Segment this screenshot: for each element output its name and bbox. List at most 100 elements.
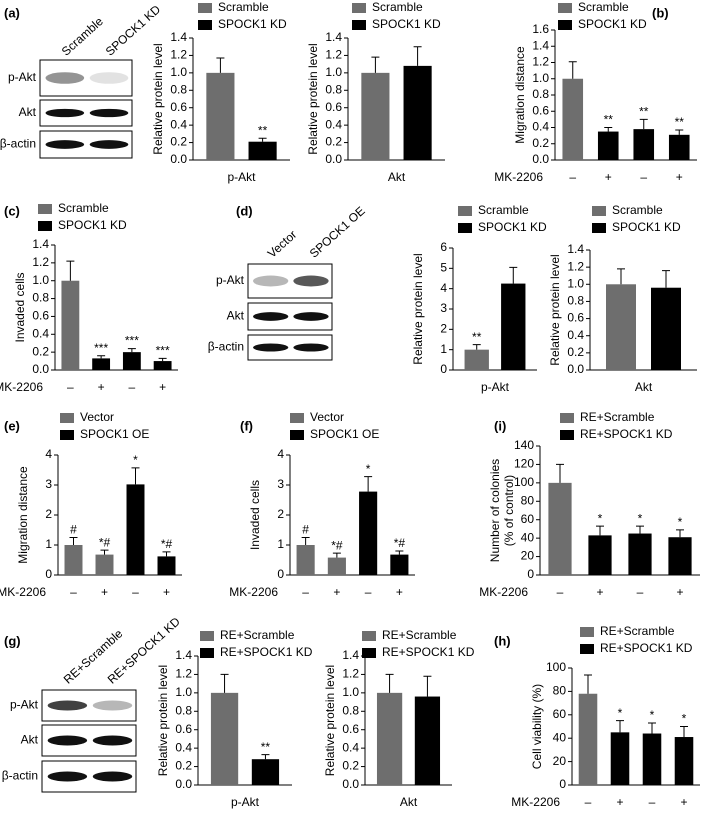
x-tick-label: Akt [400, 795, 418, 809]
y-tick-label: 3 [45, 477, 52, 491]
x-tick-label: + [605, 170, 612, 184]
bar [61, 280, 80, 370]
error-bar [509, 266, 518, 284]
band [92, 771, 133, 782]
error-bar [385, 673, 394, 693]
y-tick-label: 1 [45, 537, 52, 551]
y-tick-label: 1.0 [325, 65, 342, 79]
y-axis-label: Relative protein level [323, 665, 337, 776]
y-tick-label: 0.0 [567, 362, 584, 376]
y-tick-label: 1.2 [325, 48, 342, 62]
y-tick-label: 1.2 [532, 55, 549, 69]
y-tick-label: 0.8 [342, 703, 359, 717]
error-bar [616, 720, 624, 733]
bar [390, 554, 409, 575]
row-label: Akt [21, 733, 39, 747]
legend-label: Scramble [372, 0, 423, 14]
panel-label: (e) [4, 418, 20, 433]
row-label: β-actin [2, 769, 38, 783]
bar [64, 545, 83, 575]
lane-label: Scramble [59, 14, 106, 59]
y-tick-label: 80 [553, 684, 567, 698]
x-tick-label: p-Akt [227, 170, 256, 184]
legend-label: SPOCK1 KD [612, 220, 681, 234]
bar [157, 556, 176, 575]
bar [606, 284, 636, 370]
y-tick-label: 0 [527, 567, 534, 581]
y-tick-label: 1.0 [532, 71, 549, 85]
y-tick-label: 40 [553, 730, 567, 744]
panel-label: (c) [4, 203, 20, 218]
y-tick-label: 1.4 [567, 242, 584, 256]
y-tick-label: 1 [440, 342, 447, 356]
panel-label: (f) [240, 418, 253, 433]
y-tick-label: 1.0 [567, 276, 584, 290]
panel-label: (b) [652, 5, 669, 20]
x-tick-label: + [680, 795, 687, 809]
y-tick-label: 0 [277, 567, 284, 581]
error-bar [216, 57, 225, 73]
y-tick-label: 0.4 [32, 326, 49, 340]
y-tick-label: 6 [440, 240, 447, 254]
band [47, 771, 88, 782]
x-tick-label: – [557, 585, 564, 599]
error-bar [680, 726, 688, 738]
error-bar [662, 270, 670, 288]
band [92, 735, 133, 746]
error-bar [371, 56, 380, 73]
annotation: *** [156, 344, 170, 358]
y-tick-label: 1.0 [342, 685, 359, 699]
legend-swatch [580, 627, 594, 637]
legend-label: Vector [80, 410, 114, 424]
x-tick-label: – [132, 585, 139, 599]
annotation: *# [99, 535, 111, 549]
x-axis-label: MK-2206 [229, 585, 278, 599]
y-tick-label: 1.6 [532, 22, 549, 36]
annotation: * [678, 515, 683, 529]
y-tick-label: 1 [277, 537, 284, 551]
legend-swatch [38, 204, 52, 214]
bar [403, 65, 432, 160]
y-tick-label: 1.4 [325, 30, 342, 44]
error-bar [596, 525, 604, 536]
legend-label: RE+SPOCK1 KD [382, 645, 475, 659]
panel-label: (g) [4, 633, 21, 648]
y-tick-label: 0.8 [32, 291, 49, 305]
bar [361, 72, 390, 160]
error-bar [395, 550, 404, 555]
y-tick-label: 140 [514, 438, 534, 452]
error-bar [636, 525, 644, 534]
y-tick-label: 0.6 [325, 100, 342, 114]
bar [668, 134, 690, 160]
lane-label: SPOCK1 OE [307, 204, 368, 261]
bar [122, 352, 141, 370]
y-tick-label: 60 [553, 707, 567, 721]
legend-swatch [200, 631, 214, 641]
y-tick-label: 0.8 [567, 294, 584, 308]
legend-label: RE+Scramble [220, 628, 295, 642]
legend-swatch [560, 413, 574, 423]
bar [464, 349, 489, 370]
x-tick-label: + [596, 585, 603, 599]
band [253, 343, 289, 352]
y-tick-label: 80 [521, 493, 535, 507]
error-bar [158, 357, 167, 362]
x-tick-label: + [101, 585, 108, 599]
legend-label: Scramble [58, 201, 109, 215]
annotation: # [70, 523, 77, 537]
annotation: *# [331, 538, 343, 552]
annotation: *# [161, 537, 173, 551]
y-tick-label: 4 [277, 447, 284, 461]
y-tick-label: 0.0 [175, 777, 192, 791]
bar [376, 692, 403, 785]
x-tick-label: + [163, 585, 170, 599]
error-bar [675, 129, 684, 135]
bar [414, 696, 441, 785]
legend-swatch [38, 221, 52, 231]
row-label: p-Akt [216, 273, 245, 287]
y-tick-label: 0.8 [325, 82, 342, 96]
bar [92, 358, 111, 370]
annotation: *# [394, 536, 406, 550]
y-tick-label: 0.2 [325, 135, 342, 149]
y-axis-label: Number of colonies [488, 459, 502, 562]
